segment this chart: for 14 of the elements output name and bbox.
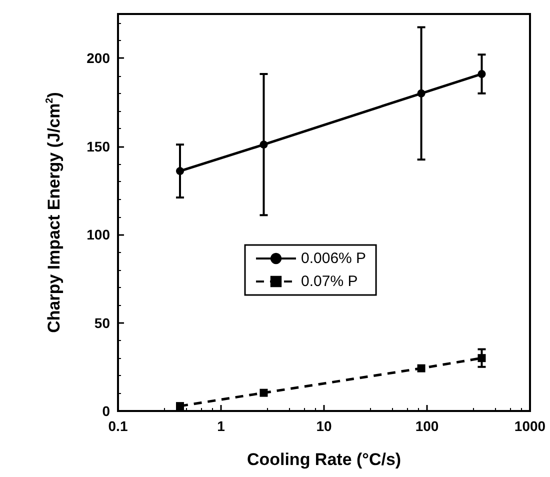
x-tick-label: 10 — [316, 418, 332, 434]
legend-label: 0.07% P — [301, 273, 358, 290]
x-axis-title: Cooling Rate (°C/s) — [246, 450, 402, 469]
legend-label: 0.006% P — [301, 250, 366, 267]
x-tick-label: 1000 — [514, 418, 546, 434]
y-tick-label: 200 — [86, 50, 110, 66]
y-tick-label: 150 — [86, 138, 110, 154]
y-tick-label: 50 — [94, 314, 110, 331]
x-tick-label: 100 — [415, 418, 439, 434]
x-tick-label: 0.1 — [108, 418, 128, 434]
y-tick-label: 0 — [102, 403, 110, 419]
x-tick-label: 1 — [217, 418, 226, 434]
y-tick-label: 100 — [86, 226, 110, 243]
y-axis-title: Charpy Impact Energy (J/cm2) — [44, 92, 64, 333]
